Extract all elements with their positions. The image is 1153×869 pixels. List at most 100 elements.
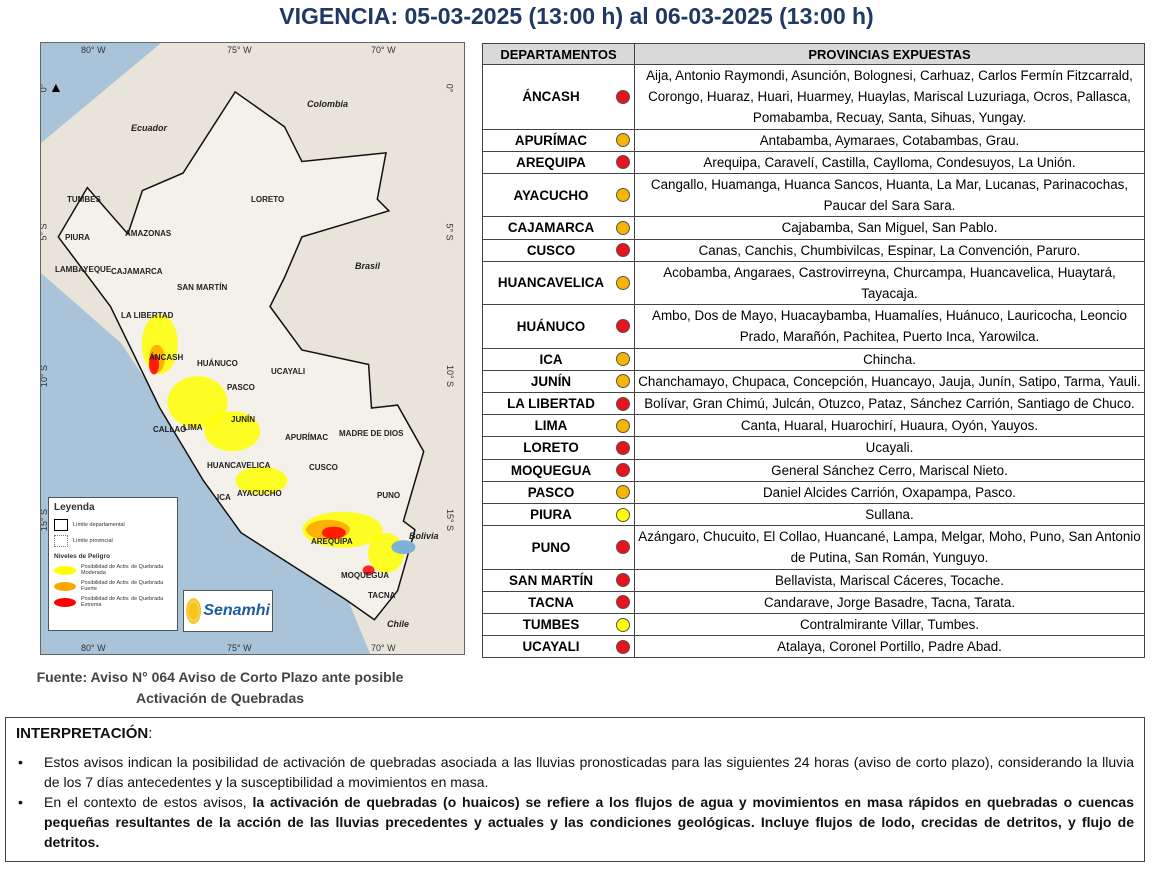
hazard-level-dot bbox=[616, 243, 630, 258]
bullet-text: En el contexto de estos avisos, bbox=[44, 794, 253, 810]
legend-levels-title: Niveles de Peligro bbox=[54, 553, 110, 560]
region-label: PIURA bbox=[65, 233, 90, 242]
hazard-level-dot bbox=[616, 485, 630, 500]
hazard-level-dot bbox=[616, 352, 630, 367]
provinces-cell: Aija, Antonio Raymondi, Asunción, Bologn… bbox=[634, 64, 1145, 130]
table-row: AREQUIPA Arequipa, Caravelí, Castilla, Ca… bbox=[482, 150, 1145, 175]
dept-cell: LA LIBERTAD bbox=[482, 392, 635, 416]
region-label: AYACUCHO bbox=[237, 489, 282, 498]
hazard-map: 80° W 75° W 70° W 80° W 75° W 70° W 0° 5… bbox=[40, 42, 465, 655]
dept-name: AREQUIPA bbox=[516, 154, 586, 170]
region-label: PUNO bbox=[377, 491, 401, 500]
table-row: UCAYALI Atalaya, Coronel Portillo, Padre … bbox=[482, 635, 1145, 659]
region-label: TUMBES bbox=[67, 195, 101, 204]
region-label: AREQUIPA bbox=[311, 537, 353, 546]
region-label: LAMBAYEQUE bbox=[55, 265, 112, 274]
hazard-level-dot bbox=[616, 276, 630, 291]
provinces-cell: Acobamba, Angaraes, Castrovirreyna, Chur… bbox=[634, 260, 1145, 306]
hazard-level-dot bbox=[616, 374, 630, 389]
table-row: LORETO Ucayali. bbox=[482, 436, 1145, 460]
sun-icon bbox=[186, 598, 202, 624]
region-label: JUNÍN bbox=[231, 415, 256, 424]
region-label: HUÁNUCO bbox=[197, 359, 238, 368]
hazard-area bbox=[235, 466, 288, 495]
lon-tick: 70° W bbox=[371, 643, 396, 653]
dept-cell: LORETO bbox=[482, 436, 635, 460]
provinces-cell: Canta, Huaral, Huarochirí, Huaura, Oyón,… bbox=[634, 414, 1145, 438]
hazard-level-dot bbox=[616, 396, 630, 411]
legend-prov: Límite provincial bbox=[73, 538, 113, 544]
dept-name: TACNA bbox=[528, 594, 574, 610]
table-row: APURÍMAC Antabamba, Aymaraes, Cotabambas,… bbox=[482, 128, 1145, 152]
lake-titicaca bbox=[391, 540, 416, 555]
table-row: PUNO Azángaro, Chucuito, El Collao, Huanc… bbox=[482, 525, 1145, 570]
dept-cell: AREQUIPA bbox=[482, 150, 635, 175]
provinces-cell: Sullana. bbox=[634, 503, 1145, 527]
dept-cell: CAJAMARCA bbox=[482, 216, 635, 240]
dept-cell: AYACUCHO bbox=[482, 173, 635, 218]
region-label: CAJAMARCA bbox=[111, 267, 163, 276]
provinces-cell: Ambo, Dos de Mayo, Huacaybamba, Huamalíe… bbox=[634, 304, 1145, 349]
peru-outline bbox=[57, 90, 425, 621]
dept-cell: UCAYALI bbox=[482, 635, 635, 659]
region-label: ICA bbox=[217, 493, 231, 502]
lat-tick: 15° S bbox=[445, 508, 456, 532]
dept-cell: HUÁNUCO bbox=[482, 304, 635, 349]
hazard-level-dot bbox=[616, 188, 630, 203]
table-row: AYACUCHO Cangallo, Huamanga, Huanca Sanco… bbox=[482, 173, 1145, 218]
dept-cell: ICA bbox=[482, 347, 635, 371]
hazard-level-dot bbox=[616, 155, 630, 170]
lat-tick: 5° S bbox=[40, 223, 49, 241]
region-label: CALLAO bbox=[153, 425, 187, 434]
dept-name: AYACUCHO bbox=[513, 187, 589, 203]
table-row: ICA Chincha. bbox=[482, 347, 1145, 371]
provinces-cell: Candarave, Jorge Basadre, Tacna, Tarata. bbox=[634, 590, 1145, 615]
dept-name: CAJAMARCA bbox=[507, 220, 595, 236]
hazard-level-dot bbox=[616, 221, 630, 236]
dept-cell: SAN MARTÍN bbox=[482, 568, 635, 592]
interpretation-bullet: En el contexto de estos avisos, la activ… bbox=[16, 792, 1134, 852]
hazard-area bbox=[149, 354, 159, 375]
table-row: MOQUEGUA General Sánchez Cerro, Mariscal … bbox=[482, 458, 1145, 482]
dept-name: APURÍMAC bbox=[514, 132, 588, 148]
region-label: MADRE DE DIOS bbox=[339, 429, 404, 438]
legend-dept: Límite departamental bbox=[73, 522, 125, 528]
legend-level: Posibilidad de Activ. de Quebrada Modera… bbox=[81, 564, 164, 576]
logo-text: Senamhi bbox=[203, 602, 270, 619]
table-row: PASCO Daniel Alcides Carrión, Oxapampa, P… bbox=[482, 480, 1145, 505]
region-label: UCAYALI bbox=[271, 367, 306, 376]
table-row: JUNÍN Chanchamayo, Chupaca, Concepción, H… bbox=[482, 369, 1145, 394]
table-row: HUANCAVELICA Acobamba, Angaraes, Castrovi… bbox=[482, 260, 1145, 306]
lat-tick: 0° bbox=[40, 83, 49, 93]
dept-cell: TACNA bbox=[482, 590, 635, 615]
dept-name: LIMA bbox=[534, 418, 568, 434]
provinces-cell: Atalaya, Coronel Portillo, Padre Abad. bbox=[634, 635, 1145, 659]
lon-tick: 75° W bbox=[227, 45, 252, 55]
dept-name: ÁNCASH bbox=[522, 89, 580, 105]
country-label: Ecuador bbox=[131, 123, 168, 133]
hazard-area bbox=[204, 411, 261, 452]
provinces-cell: Cajabamba, San Miguel, San Pablo. bbox=[634, 216, 1145, 240]
dept-cell: APURÍMAC bbox=[482, 128, 635, 152]
provinces-cell: Bolívar, Gran Chimú, Julcán, Otuzco, Pat… bbox=[634, 392, 1145, 416]
dept-cell: LIMA bbox=[482, 414, 635, 438]
lon-tick: 70° W bbox=[371, 45, 396, 55]
hazard-area bbox=[167, 376, 228, 429]
provinces-cell: Ucayali. bbox=[634, 436, 1145, 460]
dept-cell: PIURA bbox=[482, 503, 635, 527]
hazard-level-dot bbox=[616, 418, 630, 433]
exposure-table: DEPARTAMENTOS PROVINCIAS EXPUESTAS ÁNCAS… bbox=[482, 43, 1145, 659]
provinces-cell: Antabamba, Aymaraes, Cotabambas, Grau. bbox=[634, 128, 1145, 152]
swatch-extreme bbox=[54, 597, 76, 607]
dept-name: LORETO bbox=[523, 440, 579, 456]
legend-title: Leyenda bbox=[54, 502, 95, 513]
country-label: Colombia bbox=[307, 99, 349, 109]
dept-boundary-icon bbox=[54, 519, 68, 531]
hazard-level-dot bbox=[616, 540, 630, 555]
north-arrow-icon: ▲ bbox=[49, 79, 63, 95]
dept-name: HUÁNUCO bbox=[516, 318, 586, 334]
bullet-bold-text: la activación de quebradas (o huaicos) s… bbox=[44, 794, 1135, 850]
region-label: HUANCAVELICA bbox=[207, 461, 271, 470]
hazard-level-dot bbox=[616, 463, 630, 478]
table-row: LA LIBERTAD Bolívar, Gran Chimú, Julcán, … bbox=[482, 392, 1145, 416]
